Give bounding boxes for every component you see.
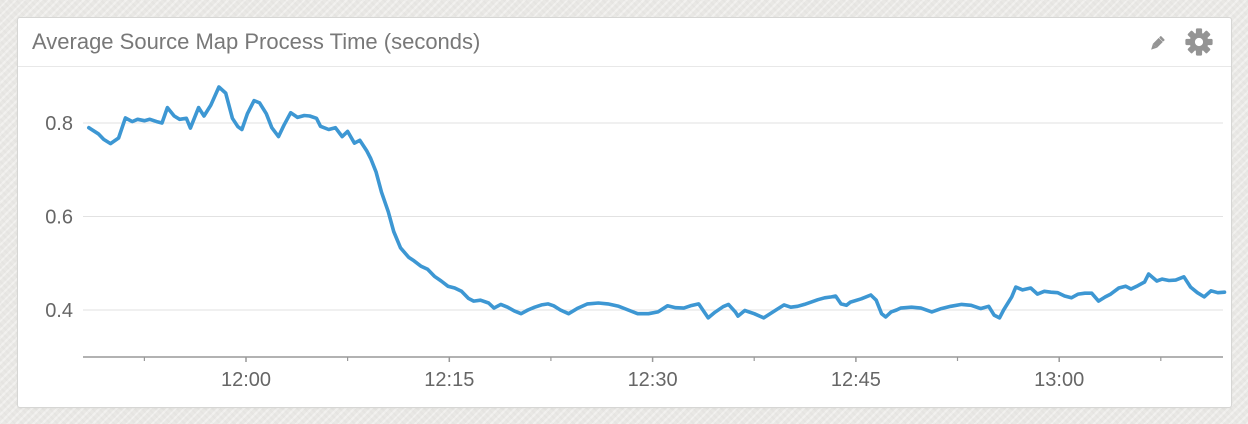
chart-widget-panel: Average Source Map Process Time (seconds… [17,17,1232,408]
edit-button[interactable] [1146,30,1170,54]
x-tick-label: 12:00 [221,369,271,391]
x-tick-label: 13:00 [1034,369,1084,391]
y-tick-label: 0.6 [45,207,73,229]
gear-icon [1185,28,1213,56]
widget-actions [1146,28,1231,56]
x-tick-label: 12:30 [628,369,678,391]
x-tick-label: 12:15 [424,369,474,391]
y-tick-label: 0.8 [45,113,73,135]
widget-header: Average Source Map Process Time (seconds… [18,18,1231,67]
timeseries-chart[interactable]: 0.8 0.6 0.4 12:00 12:15 12:30 12:45 13:00 [18,18,1231,407]
series-line [87,85,1227,320]
settings-button[interactable] [1185,28,1213,56]
x-tick-label: 12:45 [831,369,881,391]
pencil-icon [1146,30,1170,54]
y-tick-label: 0.4 [45,300,73,322]
